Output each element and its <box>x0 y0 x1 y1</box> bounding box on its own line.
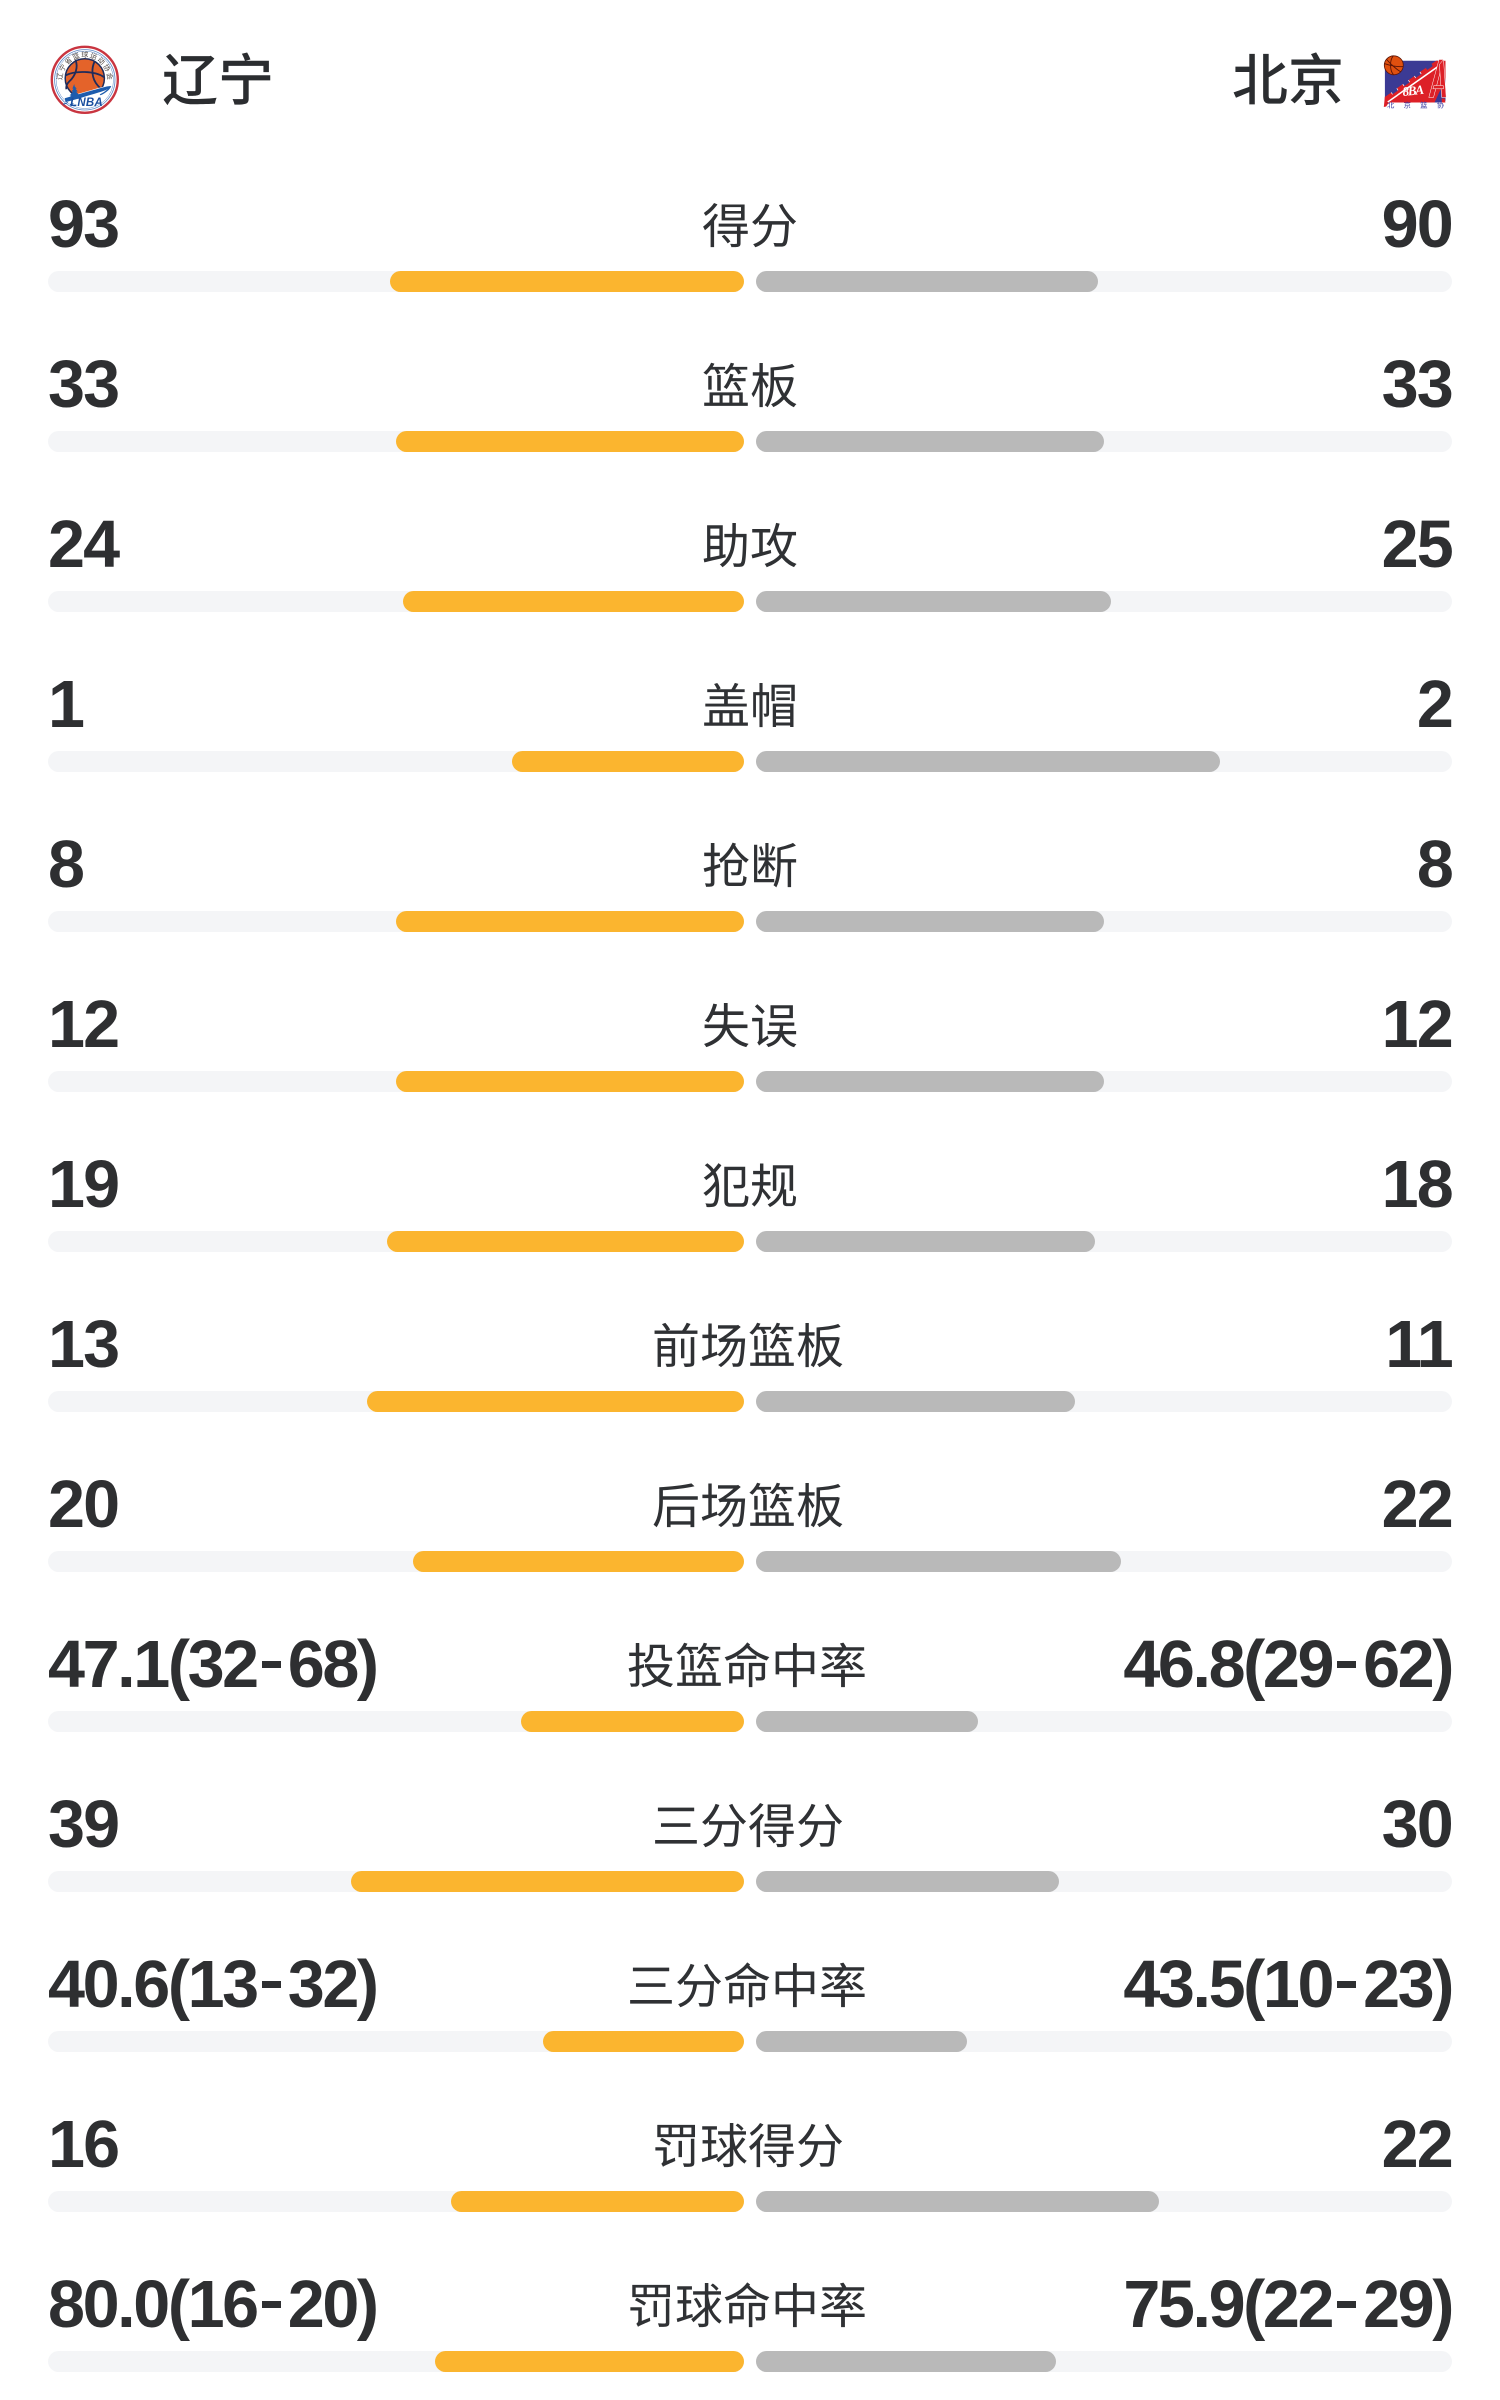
svg-text:8BA: 8BA <box>1401 82 1424 99</box>
svg-text:LNBA: LNBA <box>70 97 103 109</box>
